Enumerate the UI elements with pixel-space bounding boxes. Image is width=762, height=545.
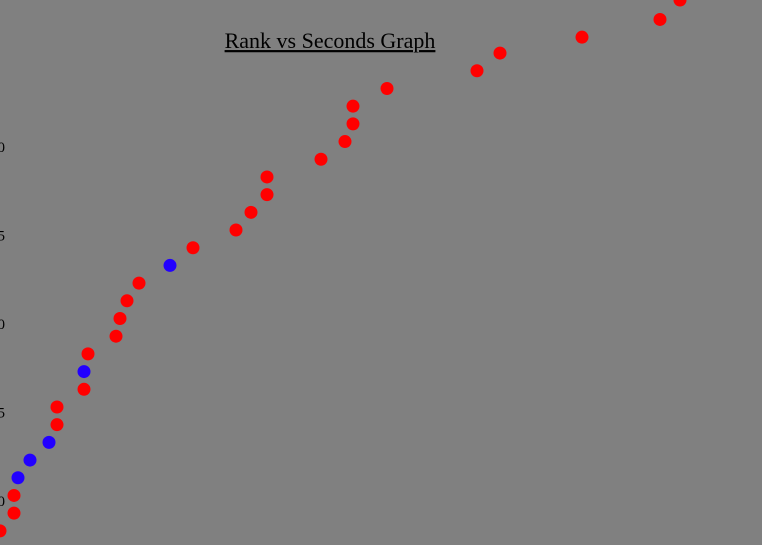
point: [653, 12, 667, 26]
point: [109, 329, 123, 343]
point: [186, 241, 200, 255]
point: [23, 453, 37, 467]
point: [77, 365, 91, 379]
point: [338, 135, 352, 149]
point: [229, 223, 243, 237]
y-tick-label: 5: [0, 229, 5, 245]
point: [163, 258, 177, 272]
point: [493, 46, 507, 60]
point: [260, 188, 274, 202]
point: [380, 81, 394, 95]
y-tick-label: 0: [0, 140, 5, 156]
point: [7, 488, 21, 502]
point: [7, 506, 21, 520]
point: [575, 30, 589, 44]
point: [346, 99, 360, 113]
point: [113, 312, 127, 326]
y-tick-label: 0: [0, 494, 5, 510]
point: [132, 276, 146, 290]
point: [50, 400, 64, 414]
point: [314, 152, 328, 166]
y-tick-label: 5: [0, 405, 5, 421]
point: [470, 64, 484, 78]
point: [81, 347, 95, 361]
point: [120, 294, 134, 308]
point: [244, 205, 258, 219]
chart-title: Rank vs Seconds Graph: [225, 28, 436, 53]
point: [42, 435, 56, 449]
point: [260, 170, 274, 184]
point: [346, 117, 360, 131]
point: [11, 471, 25, 485]
point: [50, 418, 64, 432]
point: [77, 382, 91, 396]
point: [0, 524, 7, 538]
y-tick-label: 0: [0, 317, 5, 333]
point: [673, 0, 687, 7]
